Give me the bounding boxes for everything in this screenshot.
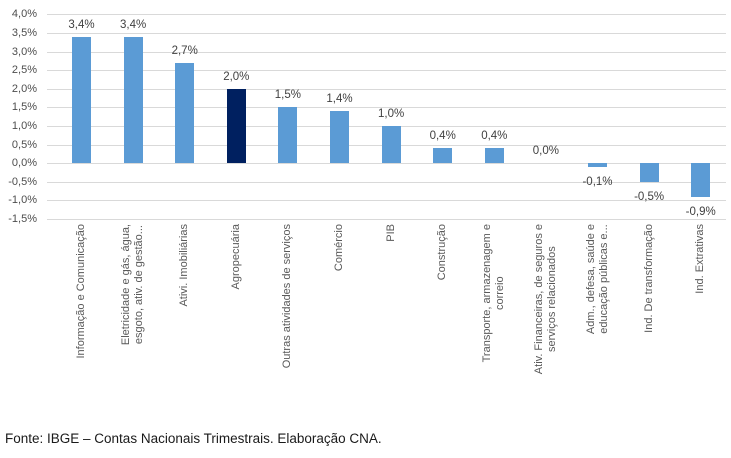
gridline	[47, 51, 726, 53]
gridline	[47, 181, 726, 183]
bar	[226, 88, 246, 164]
y-axis-tick-label: 2,5%	[11, 64, 37, 77]
y-axis-tick-label: 0,5%	[11, 138, 37, 151]
y-axis-tick-label: -0,5%	[8, 175, 37, 188]
bar	[72, 36, 91, 164]
x-axis-category-label: Outras atividades de serviços	[281, 224, 294, 369]
x-axis-category-label: Ind. Extrativas	[694, 224, 707, 294]
y-axis-tick-label: 4,0%	[11, 8, 37, 21]
gridline	[47, 33, 726, 34]
x-axis-category-label: Construção	[436, 224, 449, 281]
gridline	[47, 107, 726, 109]
y-axis-tick-label: -1,0%	[8, 194, 37, 207]
data-label: 3,4%	[68, 18, 95, 31]
x-axis-category-label: Eletricidade e gás, água, esgoto, ativ. …	[120, 224, 146, 346]
bar	[278, 107, 298, 164]
bar	[123, 36, 143, 164]
gridline	[47, 219, 726, 220]
bar	[588, 163, 607, 167]
y-axis-tick-label: 1,0%	[11, 120, 37, 132]
data-label: 0,0%	[532, 145, 559, 158]
x-axis-category-label: Comércio	[333, 224, 345, 272]
data-label: 1,5%	[274, 89, 301, 102]
gridline	[47, 163, 726, 165]
data-label: -0,1%	[582, 175, 613, 188]
y-axis-tick-label: 3,0%	[11, 45, 37, 58]
x-axis-category-label: Adm., defesa, saúde e educação públicas …	[584, 224, 610, 335]
bar	[691, 163, 711, 197]
data-label: 3,4%	[119, 18, 147, 31]
data-label: 0,4%	[429, 130, 456, 143]
gridline	[47, 88, 726, 90]
x-axis-category-label: Agropecuária	[229, 224, 242, 290]
x-axis-category-label: Transporte, armazenagem e correio	[481, 224, 507, 363]
x-axis-category-label: Ativ. Financeiras, de seguros e serviços…	[532, 224, 558, 375]
data-label: 1,0%	[377, 108, 405, 120]
x-axis-category-label: PIB	[384, 224, 397, 242]
bar	[175, 62, 195, 164]
source-footer: Fonte: IBGE – Contas Nacionais Trimestra…	[5, 431, 382, 446]
data-label: 1,4%	[326, 93, 353, 106]
data-label: -0,5%	[634, 190, 665, 203]
y-axis-tick-label: 1,5%	[11, 101, 37, 114]
bar	[639, 163, 659, 182]
bar	[381, 126, 401, 164]
gridline	[47, 14, 726, 16]
x-axis-category-label: Ativi. Imobiliárias	[178, 224, 191, 307]
bar	[433, 148, 453, 164]
bar	[330, 111, 349, 164]
bar	[484, 148, 504, 164]
data-label: 0,4%	[481, 130, 508, 143]
y-axis-tick-label: 3,5%	[11, 27, 37, 39]
data-label: 2,7%	[171, 44, 198, 57]
y-axis-tick-label: 2,0%	[11, 82, 37, 95]
gridline	[47, 70, 726, 72]
x-axis-category-label: Ind. De transformação	[642, 224, 655, 333]
y-axis-tick-label: -1,5%	[8, 213, 37, 225]
data-label: 2,0%	[223, 70, 250, 83]
x-axis-category-label: Informação e Comunicação	[75, 224, 87, 359]
gridline	[47, 200, 726, 202]
y-axis-tick-label: 0,0%	[11, 157, 37, 170]
data-label: -0,9%	[685, 205, 716, 218]
